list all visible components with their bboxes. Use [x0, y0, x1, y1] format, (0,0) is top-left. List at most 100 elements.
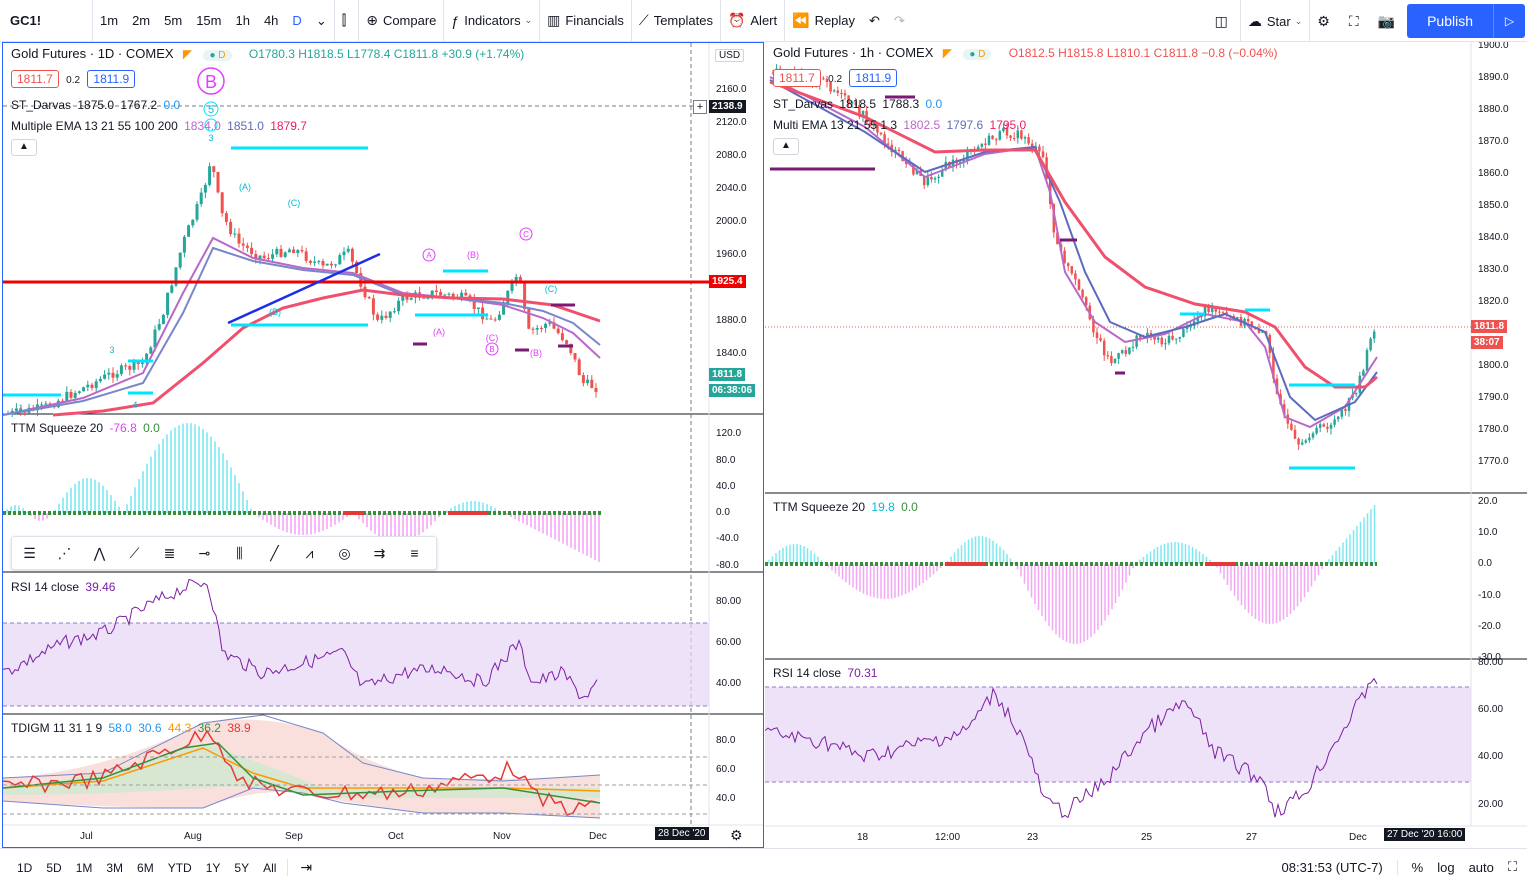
- candle-body: [1120, 350, 1124, 354]
- right-ema-legend[interactable]: Multi EMA 13 21 55 1 3 1802.5 1797.6 179…: [773, 118, 1026, 132]
- financials-label: Financials: [565, 13, 624, 28]
- range-1y[interactable]: 1Y: [205, 860, 221, 875]
- ask-button[interactable]: 1811.9: [849, 69, 898, 87]
- fullscreen-button[interactable]: ⛶: [1342, 0, 1371, 42]
- currency-badge[interactable]: USD: [715, 49, 745, 62]
- legend-collapse-button[interactable]: ▲: [11, 139, 37, 156]
- left-chart-pane[interactable]: B 5 3 (A) (C) A (B) C (B) (A) (C) B (B) …: [2, 42, 764, 848]
- parallel-channel-icon[interactable]: ⇉: [373, 544, 386, 561]
- bid-button[interactable]: 1811.7: [773, 69, 821, 87]
- redo-button[interactable]: ↷: [887, 0, 912, 42]
- candle-body: [153, 329, 157, 348]
- left-rsi-legend[interactable]: RSI 14 close 39.46: [11, 580, 115, 594]
- log-toggle[interactable]: log: [1437, 859, 1455, 875]
- interval-1h[interactable]: 1h: [235, 13, 250, 28]
- ema-v3: 1795.0: [989, 118, 1027, 132]
- fib-retracement-icon[interactable]: ≣: [163, 544, 176, 561]
- compare-button[interactable]: ⊕ Compare: [358, 0, 443, 42]
- ohlc-close: C1811.8: [1153, 46, 1199, 60]
- left-tdi-legend[interactable]: TDIGM 11 31 1 9 58.0 30.6 44.3 36.2 38.9: [11, 721, 251, 735]
- candle-body: [338, 255, 342, 265]
- candle-body: [1236, 317, 1239, 319]
- range-5y[interactable]: 5Y: [234, 860, 250, 875]
- rewind-icon: ⏪: [792, 12, 810, 28]
- templates-button[interactable]: ⟋ Templates: [630, 0, 720, 42]
- right-chart-pane[interactable]: Gold Futures · 1h · COMEX ◤ ● D O1812.5 …: [765, 42, 1527, 848]
- trendline-icon[interactable]: ⟋: [129, 544, 140, 561]
- publish-button[interactable]: Publish: [1407, 4, 1493, 38]
- left-ttm-legend[interactable]: TTM Squeeze 20 -76.8 0.0: [11, 421, 160, 435]
- interval-5m[interactable]: 5m: [164, 13, 183, 28]
- fullscreen-icon[interactable]: ⛶: [1507, 859, 1517, 874]
- publish-play-button[interactable]: ▷: [1493, 4, 1525, 38]
- financials-button[interactable]: ▥ Financials: [539, 0, 631, 42]
- interval-15m[interactable]: 15m: [196, 13, 222, 28]
- layout-button[interactable]: ◫: [1208, 0, 1240, 42]
- wave-a2: (A): [433, 327, 445, 337]
- time-tick: Sep: [285, 831, 303, 842]
- candle-body: [1038, 146, 1041, 152]
- candle-body: [359, 272, 363, 287]
- ray-icon[interactable]: ╱: [270, 544, 279, 561]
- fib-channel-icon[interactable]: ≡: [410, 545, 419, 561]
- indicators-button[interactable]: ƒ Indicators ⌄: [443, 0, 539, 42]
- wave-c-circle-label: C: [523, 230, 529, 239]
- gear-icon[interactable]: ⚙: [730, 827, 743, 843]
- range-3m[interactable]: 3M: [106, 860, 124, 875]
- ask-button[interactable]: 1811.9: [87, 70, 136, 88]
- candle-body: [69, 391, 73, 398]
- candle-body: [1322, 424, 1326, 427]
- right-chart-canvas[interactable]: [765, 42, 1527, 848]
- replay-button[interactable]: ⏪ Replay: [784, 0, 862, 42]
- interval-d[interactable]: D: [292, 13, 302, 28]
- goto-date-icon[interactable]: ⇥: [287, 859, 319, 876]
- percent-toggle[interactable]: %: [1396, 859, 1423, 875]
- alert-button[interactable]: ⏰ Alert: [719, 0, 784, 42]
- left-ema-legend[interactable]: Multiple EMA 13 21 55 100 200 1834.0 185…: [11, 119, 307, 133]
- settings-button[interactable]: ⚙: [1309, 0, 1342, 42]
- undo-button[interactable]: ↶: [862, 0, 887, 42]
- left-chart-canvas[interactable]: B 5 3 (A) (C) A (B) C (B) (A) (C) B (B) …: [3, 43, 763, 847]
- candle-body: [1293, 429, 1297, 439]
- clock[interactable]: 08:31:53 (UTC-7): [1281, 859, 1383, 875]
- fib-spiral-icon[interactable]: ◎: [338, 544, 351, 561]
- range-5d[interactable]: 5D: [46, 860, 62, 875]
- market-status-badge: ● D: [963, 49, 992, 60]
- pattern-icon[interactable]: ⋰: [57, 544, 72, 561]
- horizontal-ray-icon[interactable]: ⊸: [198, 544, 211, 561]
- ttm-tick: -20.0: [1478, 621, 1501, 632]
- interval-4h[interactable]: 4h: [263, 13, 279, 28]
- range-1d[interactable]: 1D: [17, 860, 33, 875]
- drag-handle-icon[interactable]: ☰: [23, 544, 36, 561]
- candle-body: [279, 248, 283, 257]
- right-darvas-legend[interactable]: ST_Darvas 1818.5 1788.3 0.0: [773, 97, 942, 111]
- candle-body: [258, 255, 262, 259]
- snapshot-button[interactable]: 📷: [1371, 0, 1407, 42]
- tdi-tick: 40.0: [716, 793, 736, 804]
- price-tick: 1800.0: [1478, 360, 1509, 371]
- right-ttm-legend[interactable]: TTM Squeeze 20 19.8 0.0: [773, 500, 918, 514]
- chart-type-button[interactable]: ⫿: [333, 0, 358, 42]
- candle-body: [434, 290, 438, 293]
- candle-body: [984, 143, 987, 145]
- bid-button[interactable]: 1811.7: [11, 70, 59, 88]
- range-1m[interactable]: 1M: [75, 860, 93, 875]
- interval-1m[interactable]: 1m: [92, 0, 125, 42]
- interval-dropdown[interactable]: ⌄: [309, 0, 334, 42]
- candle-body: [250, 247, 254, 255]
- range-all[interactable]: All: [263, 860, 277, 875]
- candle-body: [245, 245, 249, 248]
- abcd-pattern-icon[interactable]: ⋀: [93, 544, 106, 561]
- symbol-search[interactable]: GC1!: [10, 13, 42, 28]
- add-plus-button[interactable]: +: [693, 100, 707, 114]
- interval-2m[interactable]: 2m: [132, 13, 151, 28]
- star-button[interactable]: ☁ Star ⌄: [1239, 0, 1309, 42]
- legend-collapse-button[interactable]: ▲: [773, 138, 799, 155]
- left-darvas-legend[interactable]: ST_Darvas 1875.0 1767.2 0.0: [11, 98, 180, 112]
- right-rsi-legend[interactable]: RSI 14 close 70.31: [773, 666, 877, 680]
- auto-toggle[interactable]: auto: [1468, 859, 1494, 875]
- long-position-icon[interactable]: ⫼: [236, 544, 243, 561]
- range-6m[interactable]: 6M: [137, 860, 154, 875]
- xabcd-icon[interactable]: ⩘: [305, 544, 314, 561]
- range-ytd[interactable]: YTD: [167, 860, 192, 875]
